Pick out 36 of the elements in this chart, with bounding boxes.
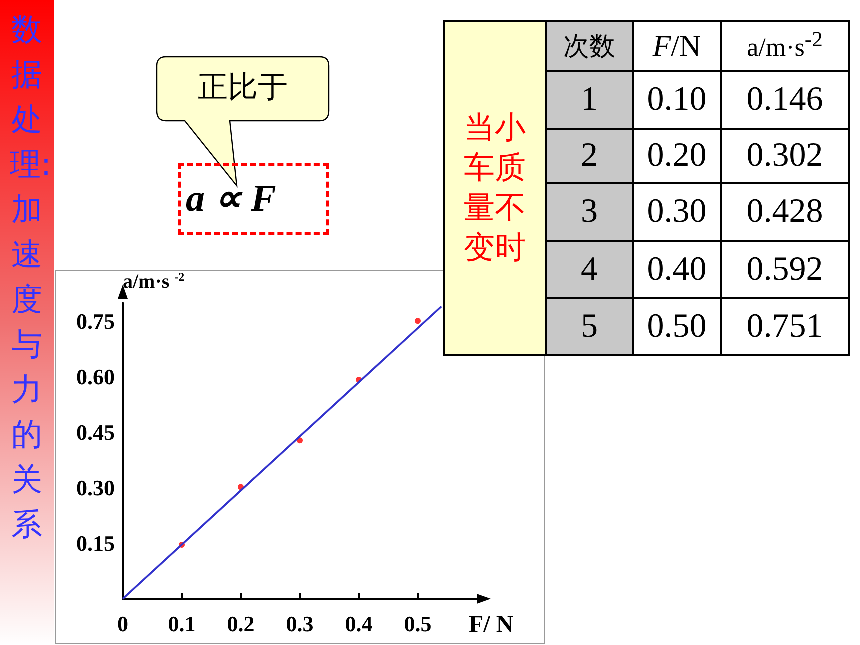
x-tick-label: 0.1	[168, 612, 196, 636]
x-tick-label: 0.5	[404, 612, 432, 636]
text: 1	[546, 71, 633, 129]
text: 0.50	[633, 298, 721, 355]
text: 0.302	[721, 129, 849, 183]
y-tick-label: 0.30	[76, 476, 115, 500]
text: 5	[546, 298, 633, 355]
x-tick-label: 0	[118, 612, 128, 636]
y-tick-label: 0.75	[76, 309, 115, 334]
text: a/m·s$^{-2}$	[747, 27, 823, 62]
x-tick-label: 0.2	[227, 612, 255, 636]
y-tick-label: 0.60	[76, 364, 115, 390]
text: 0.40	[633, 241, 721, 298]
text: F/N	[652, 30, 702, 63]
text: 次数	[546, 21, 633, 71]
text: 0.751	[721, 298, 849, 355]
text: 2	[546, 129, 633, 183]
text: 0.592	[721, 241, 849, 298]
text: 0.428	[721, 183, 849, 241]
text: 0.30	[633, 183, 721, 241]
y-axis-title: a/m·s -2	[123, 270, 185, 293]
y-tick-label: 0.15	[76, 531, 115, 556]
x-axis-title: F/ N	[469, 612, 514, 638]
y-tick-label: 0.45	[76, 420, 115, 445]
text: 0.20	[633, 129, 721, 183]
chart-title: 数据处理:加速度与力的关系	[10, 12, 52, 543]
text: 正比于	[197, 69, 289, 107]
point	[415, 318, 421, 324]
x-tick-label: 0.4	[345, 612, 373, 636]
x-tick-label: 0.3	[286, 612, 314, 636]
text: 3	[546, 183, 633, 241]
text: 0.10	[633, 71, 721, 129]
text: 4	[546, 241, 633, 298]
note-panel: 当小车质量不变时	[444, 21, 546, 355]
text: 0.146	[721, 71, 849, 129]
text: a ∝ F	[178, 163, 329, 235]
